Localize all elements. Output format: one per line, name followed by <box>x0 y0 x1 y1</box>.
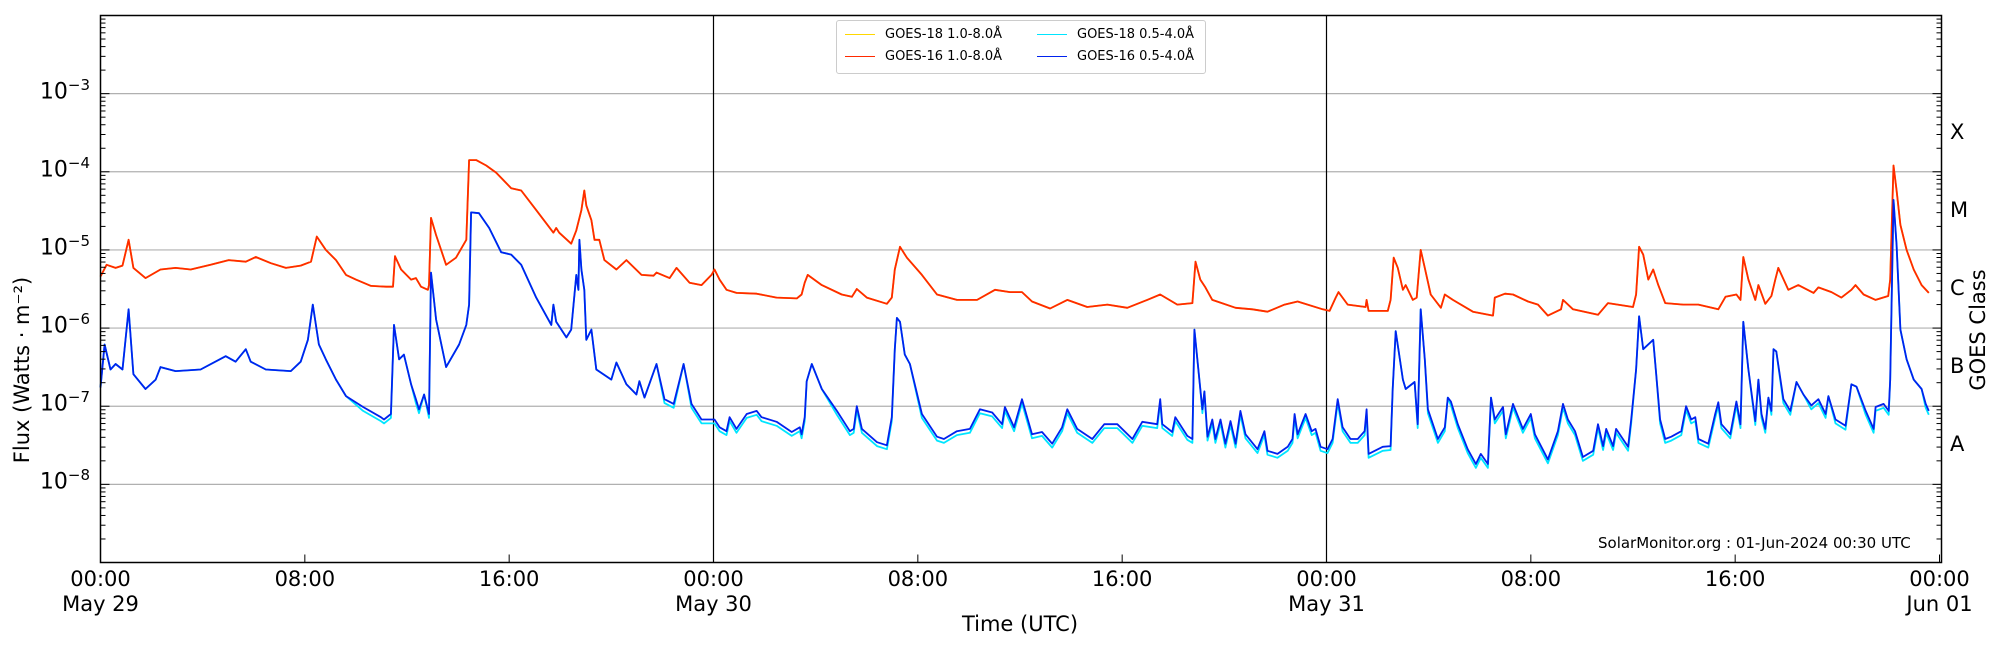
y-tick-label: 10−6 <box>39 310 90 339</box>
series-line <box>99 159 1930 317</box>
legend-item-goes16-short: GOES-16 0.5-4.0Å <box>1037 49 1194 64</box>
series-line <box>99 199 1930 465</box>
x-tick-label: 08:00 <box>1500 567 1562 591</box>
grid-lines <box>100 93 1942 485</box>
legend-swatch <box>1037 34 1067 35</box>
x-tick-label: 00:00 May 31 <box>1288 567 1365 616</box>
x-tick-label: 00:00 Jun 01 <box>1906 567 1973 616</box>
x-axis-label: Time (UTC) <box>961 612 1079 636</box>
x-tick-label: 00:00 May 29 <box>62 567 139 616</box>
x-tick-label: 16:00 <box>1704 567 1766 591</box>
legend-swatch <box>845 56 875 57</box>
goes-class-label: B <box>1950 354 1965 379</box>
legend-label: GOES-18 1.0-8.0Å <box>885 27 1003 42</box>
legend-item-goes18-long: GOES-18 1.0-8.0Å <box>845 27 1002 42</box>
y-tick-label: 10−5 <box>39 231 90 261</box>
legend-swatch <box>1037 56 1067 57</box>
goes-class-label: C <box>1950 276 1965 300</box>
y-tick-label: 10−3 <box>39 75 90 104</box>
legend-item-goes16-long: GOES-16 1.0-8.0Å <box>845 49 1002 64</box>
y2-axis-label: GOES Class <box>1966 269 1990 391</box>
legend-label: GOES-16 1.0-8.0Å <box>885 49 1003 64</box>
legend-label: GOES-18 0.5-4.0Å <box>1077 27 1195 42</box>
x-tick-label: 00:00 May 30 <box>675 567 752 616</box>
legend-label: GOES-16 0.5-4.0Å <box>1077 49 1195 64</box>
x-tick-label: 16:00 <box>1091 567 1153 591</box>
plot-frame <box>99 14 1943 564</box>
day-separators <box>712 15 1328 563</box>
goes-class-label: X <box>1950 119 1965 144</box>
data-series <box>99 159 1930 469</box>
x-tick-label: 08:00 <box>887 567 949 591</box>
legend: GOES-18 1.0-8.0Å GOES-16 1.0-8.0Å GOES-1… <box>836 20 1206 74</box>
goes-class-label: M <box>1950 197 1969 222</box>
legend-swatch <box>845 34 875 35</box>
axis-ticks <box>100 18 1942 563</box>
x-tick-label: 08:00 <box>274 567 336 591</box>
credit-annotation: SolarMonitor.org : 01-Jun-2024 00:30 UTC <box>1598 534 1911 552</box>
x-tick-label: 16:00 <box>478 567 540 591</box>
legend-item-goes18-short: GOES-18 0.5-4.0Å <box>1037 27 1194 42</box>
y-axis-label: Flux (Watts · m⁻²) <box>10 276 34 464</box>
goes-class-label: A <box>1950 432 1965 457</box>
y-tick-label: 10−8 <box>39 466 90 495</box>
y-tick-label: 10−4 <box>39 153 90 183</box>
y-tick-label: 10−7 <box>39 388 90 417</box>
